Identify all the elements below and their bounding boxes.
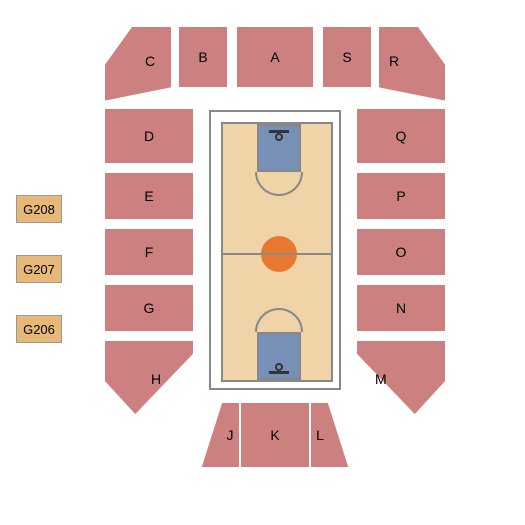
ga-section-g207[interactable]: G207 xyxy=(16,255,62,283)
section-h[interactable]: H xyxy=(103,339,195,417)
arena-seating-chart: ABSCRDQEPFOGNHMJLK xyxy=(65,25,485,485)
section-g[interactable]: G xyxy=(103,283,195,333)
section-k[interactable]: K xyxy=(239,401,311,469)
section-m[interactable]: M xyxy=(355,339,447,417)
section-p[interactable]: P xyxy=(355,171,447,221)
section-c[interactable]: C xyxy=(103,25,173,103)
section-a[interactable]: A xyxy=(235,25,315,89)
ga-label: G206 xyxy=(23,322,55,337)
ga-section-g206[interactable]: G206 xyxy=(16,315,62,343)
section-n[interactable]: N xyxy=(355,283,447,333)
section-r[interactable]: R xyxy=(377,25,447,103)
section-f[interactable]: F xyxy=(103,227,195,277)
section-b[interactable]: B xyxy=(177,25,229,89)
section-q[interactable]: Q xyxy=(355,107,447,165)
section-s[interactable]: S xyxy=(321,25,373,89)
section-o[interactable]: O xyxy=(355,227,447,277)
ga-label: G208 xyxy=(23,202,55,217)
section-e[interactable]: E xyxy=(103,171,195,221)
ga-label: G207 xyxy=(23,262,55,277)
section-d[interactable]: D xyxy=(103,107,195,165)
ga-section-g208[interactable]: G208 xyxy=(16,195,62,223)
